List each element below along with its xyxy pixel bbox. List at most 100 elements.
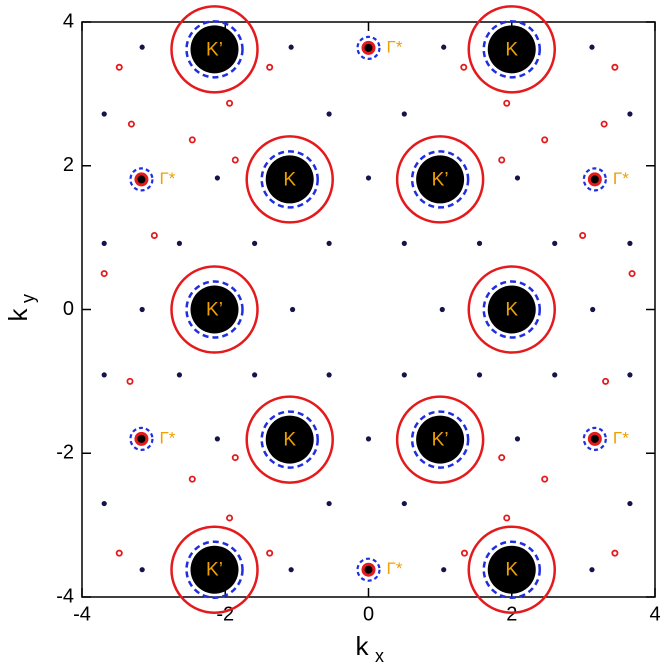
gamma-label: Γ* [159,428,175,447]
valley-disc [190,285,239,334]
gamma-dashed-ring [582,167,607,192]
blue-dot [627,500,633,507]
gamma-core [590,175,599,184]
blue-dot [401,240,407,246]
red-ring [541,136,549,144]
red-ring [541,475,549,483]
y-axis-subscript: y [18,294,38,303]
valley-label: K’ [206,39,223,60]
valley-outer-ring [245,395,334,484]
blue-dot [589,567,595,573]
y-tick-label: 2 [63,154,74,176]
gamma-core [137,434,146,443]
blue-dot [101,372,107,378]
valley-label: K [505,560,518,581]
gamma-dashed-ring [582,426,607,451]
red-ring [266,549,274,557]
blue-dot [441,44,447,50]
valley-dashed-ring [482,540,541,599]
blue-dot [514,175,521,181]
valley-label: K’ [432,430,449,451]
blue-dot [289,306,296,313]
red-ring [226,99,234,107]
blue-dot [365,175,372,181]
blue-dot [288,44,294,50]
red-ring [579,231,587,239]
valley-dashed-ring [260,150,319,209]
blue-dot [101,240,107,246]
valley-disc [487,285,536,334]
gamma-dashed-ring [356,557,381,582]
blue-dot [101,500,107,507]
red-ring [628,270,636,278]
blue-dot [514,436,521,442]
valley-dashed-ring [410,150,470,209]
blue-dot [176,372,183,378]
valley-label: K [505,39,518,60]
blue-dot [552,240,558,246]
red-ring [126,377,134,385]
red-ring [460,63,468,71]
valley-outer-ring [467,265,556,354]
gamma-label: Γ* [613,428,629,447]
red-ring [127,120,135,128]
valley-label: K [505,300,518,321]
valley-disc [416,155,465,204]
gamma-core [364,43,373,52]
valley-disc [487,25,536,74]
y-axis-title: k [3,308,33,322]
valley-disc [487,545,536,594]
gamma-core [590,434,599,443]
blue-dot [401,500,407,507]
valley-outer-ring [467,525,556,614]
valley-label: K’ [432,169,449,190]
blue-dot [176,240,183,246]
valley-disc [265,415,314,464]
red-ring [460,549,468,557]
red-ring [503,514,511,522]
blue-dot [326,500,332,507]
valley-outer-ring [467,5,556,94]
blue-dot [214,175,220,181]
valley-dashed-ring [185,20,244,79]
x-tick-label: 0 [363,603,374,625]
blue-dot [401,111,407,117]
blue-dot [627,240,633,246]
gamma-label: Γ* [387,559,403,578]
red-ring [231,156,239,164]
red-ring [266,63,274,71]
blue-dot [590,306,596,313]
blue-dot [627,111,633,117]
red-ring [231,454,239,462]
blue-dot [326,372,332,378]
blue-dot [589,44,595,50]
red-ring [503,99,511,107]
gamma-dashed-ring [129,167,154,192]
blue-dot [214,436,220,442]
blue-dot [139,306,145,313]
red-ring [100,270,108,278]
gamma-core [364,565,373,574]
valley-label: K’ [206,560,223,581]
valley-label: K [283,169,296,190]
red-ring [498,454,506,462]
valley-label: K [283,430,296,451]
valley-disc [190,25,239,74]
red-ring [498,156,506,164]
valley-outer-ring [395,395,485,484]
valley-outer-ring [395,135,485,224]
gamma-label: Γ* [159,169,175,188]
red-ring [115,63,123,71]
gamma-dashed-ring [129,426,154,451]
blue-dot [476,372,483,378]
red-ring [226,514,234,522]
x-tick-label: 2 [506,603,517,625]
red-ring [600,120,608,128]
blue-dot [326,111,332,117]
y-tick-label: -4 [56,585,74,607]
y-axis-title-group: k y [3,294,38,322]
blue-dot [326,240,332,246]
valley-dashed-ring [185,280,244,339]
valley-disc [265,155,314,204]
